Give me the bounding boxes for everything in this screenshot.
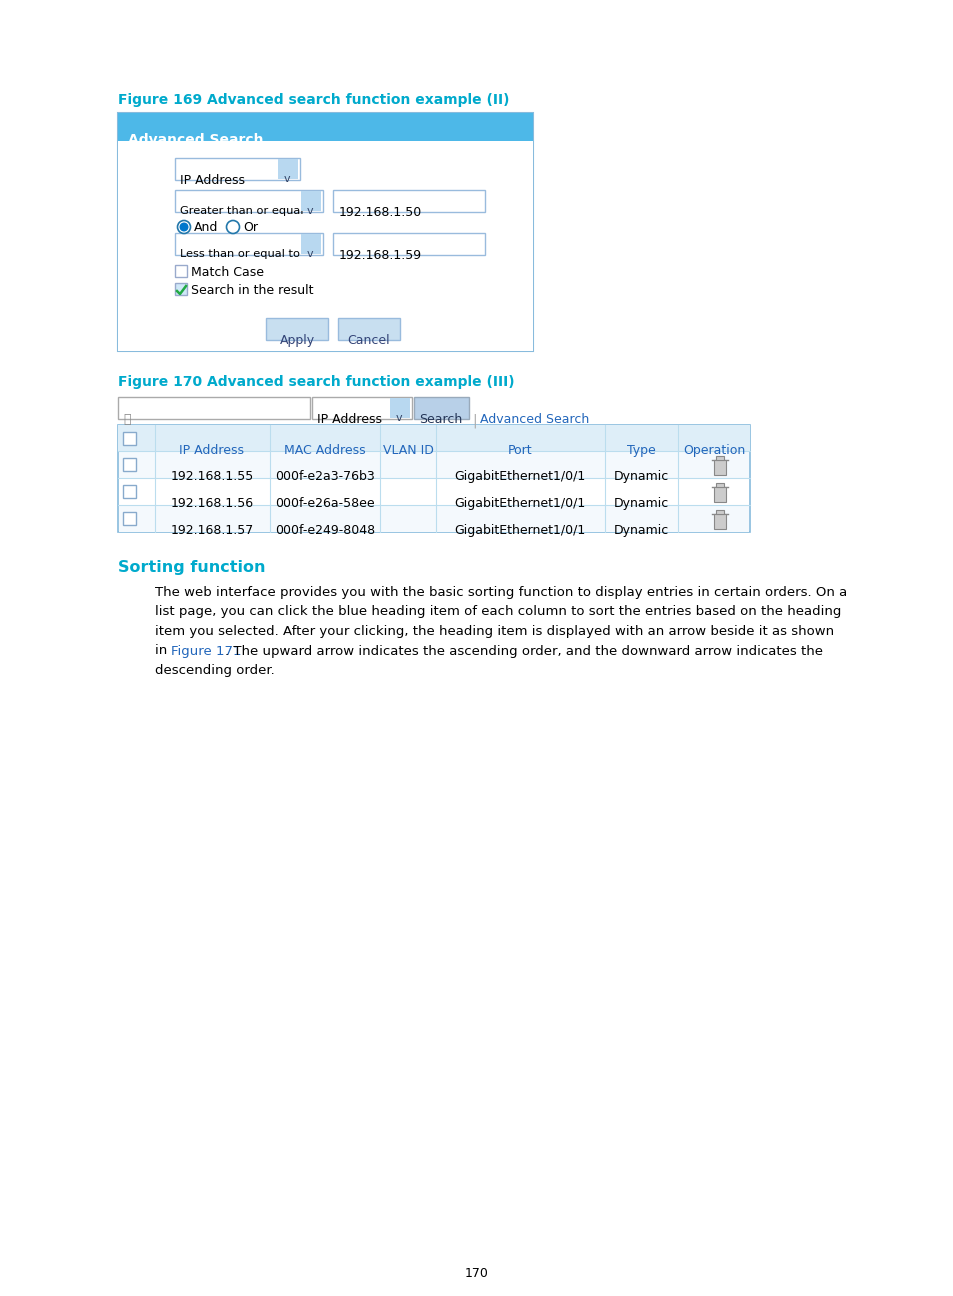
Text: IP Address: IP Address [316,413,381,426]
Text: Advanced Search: Advanced Search [479,413,589,426]
Text: Match Case: Match Case [191,266,264,279]
FancyBboxPatch shape [713,460,725,476]
Text: Advanced Search: Advanced Search [128,133,263,146]
Text: descending order.: descending order. [154,664,274,677]
Text: Type: Type [626,445,655,457]
Text: MAC Address: MAC Address [284,445,365,457]
FancyBboxPatch shape [414,397,469,419]
Text: GigabitEthernet1/0/1: GigabitEthernet1/0/1 [454,470,585,483]
FancyBboxPatch shape [119,478,748,505]
FancyBboxPatch shape [333,191,484,213]
FancyBboxPatch shape [119,451,748,478]
Text: |: | [472,413,476,428]
FancyBboxPatch shape [174,158,299,180]
FancyBboxPatch shape [174,191,323,213]
Text: GigabitEthernet1/0/1: GigabitEthernet1/0/1 [454,524,585,537]
FancyBboxPatch shape [118,425,749,531]
FancyBboxPatch shape [716,511,723,515]
Text: The web interface provides you with the basic sorting function to display entrie: The web interface provides you with the … [154,586,846,599]
Text: v: v [307,249,314,259]
Text: list page, you can click the blue heading item of each column to sort the entrie: list page, you can click the blue headin… [154,605,841,618]
Text: Dynamic: Dynamic [613,524,668,537]
FancyBboxPatch shape [118,397,310,419]
FancyBboxPatch shape [174,264,187,277]
FancyBboxPatch shape [118,127,533,141]
Text: Dynamic: Dynamic [613,470,668,483]
FancyBboxPatch shape [174,233,323,255]
Text: item you selected. After your clicking, the heading item is displayed with an ar: item you selected. After your clicking, … [154,625,833,638]
Text: 170: 170 [464,1267,489,1280]
Text: Search: Search [419,413,462,426]
FancyBboxPatch shape [118,113,533,141]
Text: v: v [395,413,402,422]
FancyBboxPatch shape [301,191,320,211]
Text: v: v [284,174,291,184]
FancyBboxPatch shape [123,485,136,498]
FancyBboxPatch shape [118,141,533,351]
Text: Less than or equal to: Less than or equal to [180,249,299,259]
FancyBboxPatch shape [123,432,136,445]
Text: Greater than or equal: Greater than or equal [180,206,303,216]
Text: ⌕: ⌕ [123,413,131,426]
Text: 192.168.1.59: 192.168.1.59 [338,249,421,262]
Text: Apply: Apply [279,334,314,347]
FancyBboxPatch shape [118,425,749,451]
Text: IP Address: IP Address [180,174,245,187]
Text: Figure 171: Figure 171 [171,644,241,657]
FancyBboxPatch shape [716,483,723,487]
FancyBboxPatch shape [174,283,187,295]
Text: Search in the result: Search in the result [191,284,314,297]
Text: 192.168.1.55: 192.168.1.55 [171,470,253,483]
Text: IP Address: IP Address [179,445,244,457]
FancyBboxPatch shape [301,235,320,254]
Text: Port: Port [507,445,532,457]
Text: Cancel: Cancel [347,334,390,347]
FancyBboxPatch shape [119,505,748,531]
Text: Figure 170 Advanced search function example (III): Figure 170 Advanced search function exam… [118,375,514,389]
FancyBboxPatch shape [118,113,533,351]
Text: GigabitEthernet1/0/1: GigabitEthernet1/0/1 [454,496,585,511]
Circle shape [180,223,188,231]
FancyBboxPatch shape [713,487,725,502]
Text: v: v [307,206,314,216]
FancyBboxPatch shape [390,398,410,419]
Circle shape [226,220,239,233]
FancyBboxPatch shape [277,159,297,179]
Text: 000f-e249-8048: 000f-e249-8048 [274,524,375,537]
FancyBboxPatch shape [337,318,399,340]
FancyBboxPatch shape [266,318,328,340]
Text: VLAN ID: VLAN ID [382,445,433,457]
FancyBboxPatch shape [312,397,412,419]
Text: Sorting function: Sorting function [118,560,265,575]
FancyBboxPatch shape [716,456,723,460]
Text: . The upward arrow indicates the ascending order, and the downward arrow indicat: . The upward arrow indicates the ascendi… [224,644,821,657]
FancyBboxPatch shape [123,457,136,470]
Text: Or: Or [243,222,257,235]
FancyBboxPatch shape [118,113,533,127]
Text: And: And [193,222,218,235]
Text: 192.168.1.56: 192.168.1.56 [171,496,253,511]
Text: Operation: Operation [682,445,744,457]
Text: 000f-e26a-58ee: 000f-e26a-58ee [274,496,375,511]
Text: 192.168.1.57: 192.168.1.57 [171,524,253,537]
Text: 000f-e2a3-76b3: 000f-e2a3-76b3 [274,470,375,483]
FancyBboxPatch shape [123,512,136,525]
Circle shape [177,220,191,233]
Text: in: in [154,644,172,657]
Text: Figure 169 Advanced search function example (II): Figure 169 Advanced search function exam… [118,93,509,108]
FancyBboxPatch shape [713,515,725,529]
Text: 192.168.1.50: 192.168.1.50 [338,206,422,219]
Text: Dynamic: Dynamic [613,496,668,511]
FancyBboxPatch shape [333,233,484,255]
